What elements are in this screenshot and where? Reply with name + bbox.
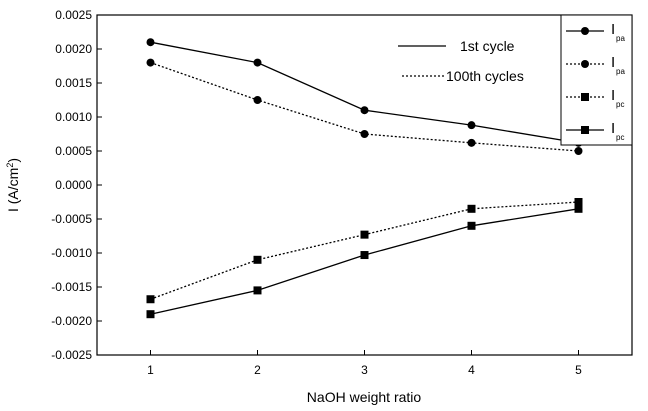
y-axis-label: I (A/cm2) — [5, 158, 21, 212]
y-tick-label: 0.0020 — [55, 42, 92, 56]
legend-marker-3 — [581, 93, 589, 101]
legend-sub-3: pc — [616, 100, 624, 109]
series-1-point — [146, 38, 155, 47]
series-1-point — [360, 106, 369, 115]
x-axis-label: NaOH weight ratio — [307, 389, 422, 405]
legend-label-1: I — [611, 21, 615, 38]
series-layer — [146, 38, 583, 319]
series-4 — [146, 204, 583, 319]
series-3-point — [253, 255, 262, 264]
legend-marker-2 — [581, 60, 589, 68]
series-3 — [146, 198, 583, 304]
x-tick-label: 1 — [147, 363, 154, 377]
series-3-line — [150, 201, 579, 300]
series-4-point — [253, 286, 262, 295]
series-2-point — [146, 58, 155, 67]
series-3-point — [467, 204, 476, 213]
legend-marker-1 — [581, 27, 589, 35]
y-tick-label: -0.0010 — [51, 246, 92, 260]
y-tick-label: 0.0015 — [55, 76, 92, 90]
legend-sub-1: pa — [616, 34, 625, 43]
y-tick-label: 0.0025 — [55, 8, 92, 22]
series-4-point — [467, 221, 476, 230]
plot-frame — [96, 14, 633, 356]
series-2-point — [467, 138, 476, 147]
series-2 — [146, 58, 583, 155]
series-3-point — [574, 198, 583, 206]
y-tick-label: -0.0005 — [51, 212, 92, 226]
legend-sub-2: pa — [616, 67, 625, 76]
y-axis: 0.0025 0.0020 0.0015 0.0010 0.0005 0.0000 -0.0… — [51, 8, 102, 362]
x-tick-label: 3 — [361, 363, 368, 377]
legend-box — [560, 14, 633, 146]
series-2-point — [574, 147, 583, 155]
x-tick-label: 2 — [254, 363, 261, 377]
series-1-point — [253, 58, 262, 67]
y-axis-label-sup: 2 — [5, 163, 15, 168]
x-axis: 1 2 3 4 5 — [147, 350, 582, 377]
y-tick-label: -0.0015 — [51, 280, 92, 294]
legend-label-2: I — [611, 54, 615, 71]
series-1-point — [467, 121, 476, 130]
y-tick-label: 0.0000 — [55, 178, 92, 192]
y-axis-label-close: ) — [5, 158, 21, 163]
series-3-point — [360, 230, 369, 239]
series-3-point — [146, 295, 155, 304]
annotation-100th-cycles: 100th cycles — [446, 68, 524, 84]
legend-marker-4 — [581, 126, 589, 134]
y-tick-label: 0.0005 — [55, 144, 92, 158]
x-tick-label: 5 — [575, 363, 582, 377]
series-4-point — [360, 251, 369, 260]
legend-label-3: I — [611, 87, 615, 104]
series-1-line — [150, 41, 579, 144]
legend-sub-4: pc — [616, 133, 624, 142]
legend-label-4: I — [611, 120, 615, 137]
series-2-point — [360, 130, 369, 138]
series-2-point — [253, 96, 262, 104]
series-4-point — [574, 204, 583, 213]
y-tick-label: 0.0010 — [55, 110, 92, 124]
annotation-key: 1st cycle 100th cycles — [398, 38, 524, 84]
series-4-point — [146, 310, 155, 319]
series-4-line — [150, 208, 579, 315]
y-tick-label: -0.0020 — [51, 314, 92, 328]
y-axis-label-text: I (A/cm — [5, 168, 21, 212]
x-tick-label: 4 — [468, 363, 475, 377]
annotation-1st-cycle: 1st cycle — [460, 38, 515, 54]
y-tick-label: -0.0025 — [51, 348, 92, 362]
